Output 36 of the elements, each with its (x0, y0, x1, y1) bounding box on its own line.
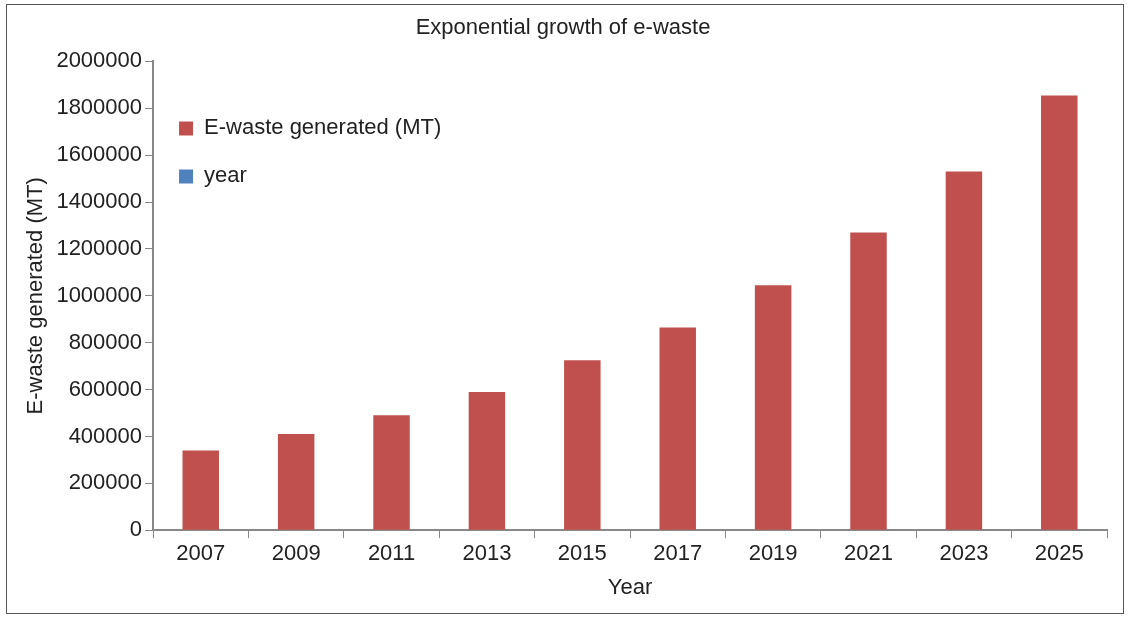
y-tick-label: 800000 (68, 328, 143, 354)
bar (1041, 95, 1078, 530)
x-tick-label: 2025 (1034, 540, 1084, 566)
y-tick-label: 1000000 (56, 281, 143, 307)
y-tick-label: 1200000 (56, 234, 143, 260)
bar (945, 171, 983, 530)
x-tick-label: 2021 (844, 540, 893, 566)
bar (659, 327, 696, 530)
x-tick-label: 2023 (939, 540, 989, 566)
bar (754, 285, 792, 530)
bar (182, 450, 219, 530)
y-tick-label: 400000 (68, 422, 143, 448)
bar (373, 415, 410, 530)
x-tick-label: 2011 (367, 540, 416, 566)
bar (564, 360, 601, 530)
x-tick-label: 2019 (748, 540, 798, 566)
y-tick-label: 1800000 (56, 94, 143, 120)
legend-label: year (204, 162, 247, 188)
y-tick-label: 0 (129, 516, 143, 542)
y-tick-label: 200000 (68, 469, 143, 495)
x-tick-label: 2017 (653, 540, 703, 566)
legend-label: E-waste generated (MT) (204, 114, 442, 140)
x-tick-label: 2013 (462, 540, 512, 566)
y-tick-label: 1600000 (56, 141, 143, 167)
bar (277, 434, 315, 530)
x-tick-label: 2007 (176, 540, 226, 566)
bar (850, 232, 887, 530)
x-axis-title: Year (607, 573, 653, 599)
x-tick-label: 2009 (271, 540, 321, 566)
y-tick-label: 2000000 (56, 47, 143, 73)
bar (468, 391, 506, 530)
chart-title: Exponential growth of e-waste (415, 14, 711, 40)
x-tick-label: 2015 (557, 540, 607, 566)
y-axis-title: E-waste generated (MT) (22, 177, 48, 415)
y-tick-label: 600000 (68, 375, 143, 401)
y-tick-label: 1400000 (56, 188, 143, 214)
